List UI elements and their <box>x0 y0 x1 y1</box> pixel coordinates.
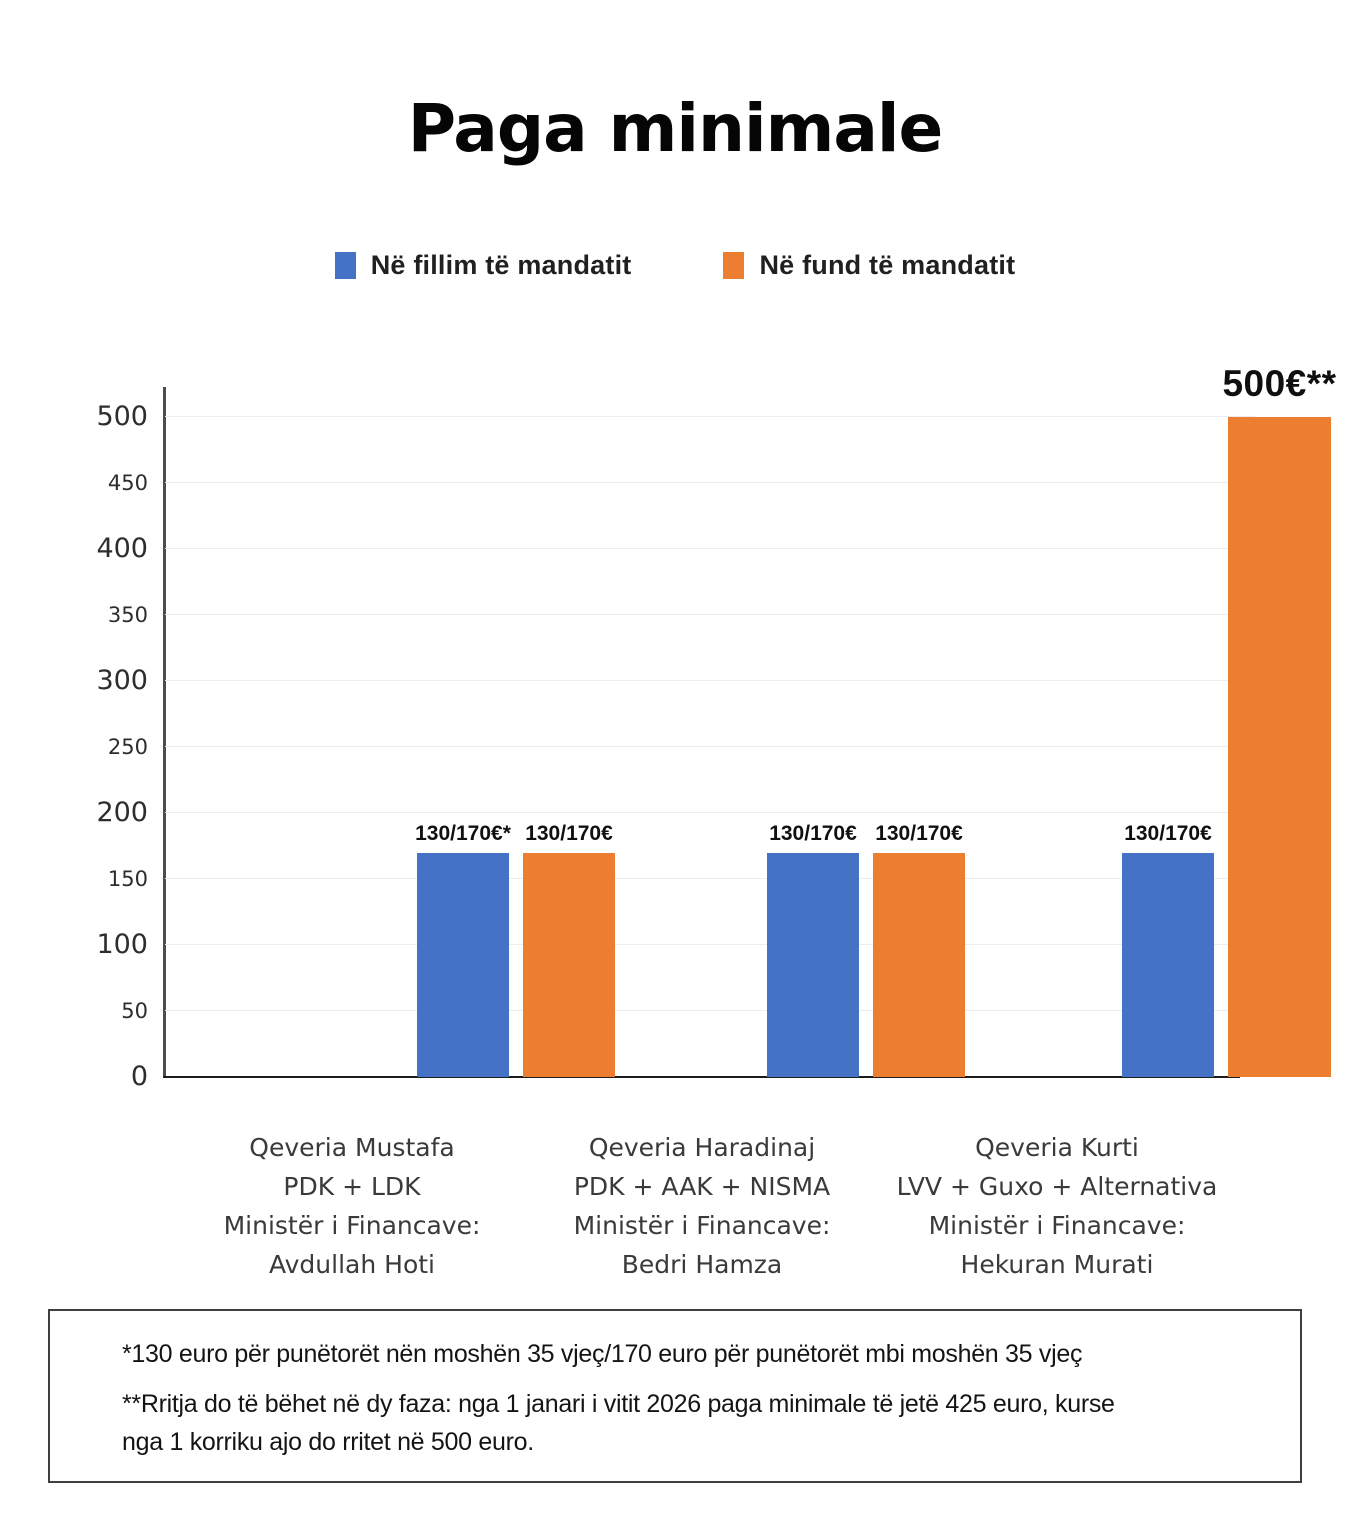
category-label-line: Ministër i Financave: <box>223 1211 481 1240</box>
category-label-line: Qeveria Kurti <box>975 1133 1139 1162</box>
gridline-500 <box>165 416 1255 417</box>
chart-title: Paga minimale <box>407 90 944 167</box>
category-label-line: Ministër i Financave: <box>928 1211 1186 1240</box>
category-label-line: Qeveria Mustafa <box>249 1133 455 1162</box>
category-label-line: PDK + AAK + NISMA <box>573 1172 831 1201</box>
bar-value-label-fillim-kurti: 130/170€ <box>1124 821 1212 845</box>
x-axis-line <box>163 1076 1240 1078</box>
bar-value-label-fund-haradinaj: 130/170€ <box>875 821 963 845</box>
legend-label: Në fillim të mandatit <box>370 250 632 280</box>
gridline-200 <box>165 812 1255 813</box>
y-tick-label-400: 400 <box>96 533 148 564</box>
gridline-150 <box>165 878 1255 879</box>
y-tick-label-500: 500 <box>96 401 148 432</box>
bar-value-label-fillim-haradinaj: 130/170€ <box>769 821 857 845</box>
category-label-haradinaj: Qeveria Haradinaj PDK + AAK + NISMA Minist… <box>502 1128 902 1284</box>
legend-item-fund: Në fund të mandatit <box>723 250 1015 281</box>
bar-fund-haradinaj <box>873 852 965 1077</box>
plot-area: 130/170€* 130/170€ 130/170€ 130/170€ 130/170… <box>163 363 1336 1078</box>
category-label-line: Avdullah Hoti <box>269 1250 435 1279</box>
chart-legend: Në fillim të mandatit Në fund të mandatit <box>0 250 1350 281</box>
y-tick-label-50: 50 <box>121 999 148 1023</box>
y-tick-label-200: 200 <box>96 797 148 828</box>
bar-fillim-kurti <box>1122 852 1214 1077</box>
bar-value-label-fund-mustafa: 130/170€ <box>525 821 613 845</box>
category-label-line: PDK + LDK <box>283 1172 421 1201</box>
y-tick-label-100: 100 <box>96 929 148 960</box>
y-tick-label-350: 350 <box>107 603 148 627</box>
gridline-50 <box>165 1010 1255 1011</box>
y-tick-label-250: 250 <box>107 735 148 759</box>
category-label-kurti: Qeveria Kurti LVV + Guxo + Alternativa Min… <box>857 1128 1257 1284</box>
category-label-line: LVV + Guxo + Alternativa <box>896 1172 1218 1201</box>
bar-value-label-fund-kurti: 500€** <box>1222 363 1337 404</box>
bar-fillim-haradinaj <box>767 852 859 1077</box>
legend-swatch-fillim <box>334 252 356 279</box>
gridline-400 <box>165 548 1255 549</box>
footnotes-box: *130 euro për punëtorët nën moshën 35 vj… <box>48 1309 1302 1483</box>
y-tick-label-450: 450 <box>107 471 148 495</box>
bar-value-label-fillim-mustafa: 130/170€* <box>415 821 511 845</box>
category-label-line: Ministër i Financave: <box>573 1211 831 1240</box>
gridline-100 <box>165 944 1255 945</box>
footnote-age-rule: *130 euro për punëtorët nën moshën 35 vj… <box>122 1340 1083 1368</box>
gridline-350 <box>165 614 1255 615</box>
gridline-250 <box>165 746 1255 747</box>
bar-fund-mustafa <box>523 852 615 1077</box>
category-label-line: Hekuran Murati <box>960 1250 1154 1279</box>
legend-label: Në fund të mandatit <box>759 250 1016 280</box>
gridline-300 <box>165 680 1255 681</box>
category-label-line: Bedri Hamza <box>621 1250 783 1279</box>
gridline-450 <box>165 482 1255 483</box>
legend-swatch-fund <box>723 252 745 279</box>
y-tick-label-0: 0 <box>130 1061 148 1092</box>
footnote-phase-rule: **Rritja do të bëhet në dy faza: nga 1 j… <box>122 1390 1115 1456</box>
y-axis-line <box>163 387 166 1078</box>
legend-item-fillim: Në fillim të mandatit <box>334 250 632 281</box>
category-label-mustafa: Qeveria Mustafa PDK + LDK Ministër i Finan… <box>152 1128 552 1284</box>
y-tick-label-150: 150 <box>107 867 148 891</box>
category-label-line: Qeveria Haradinaj <box>588 1133 816 1162</box>
bar-fund-kurti <box>1228 417 1331 1077</box>
bar-fillim-mustafa <box>417 852 509 1077</box>
y-tick-label-300: 300 <box>96 665 148 696</box>
